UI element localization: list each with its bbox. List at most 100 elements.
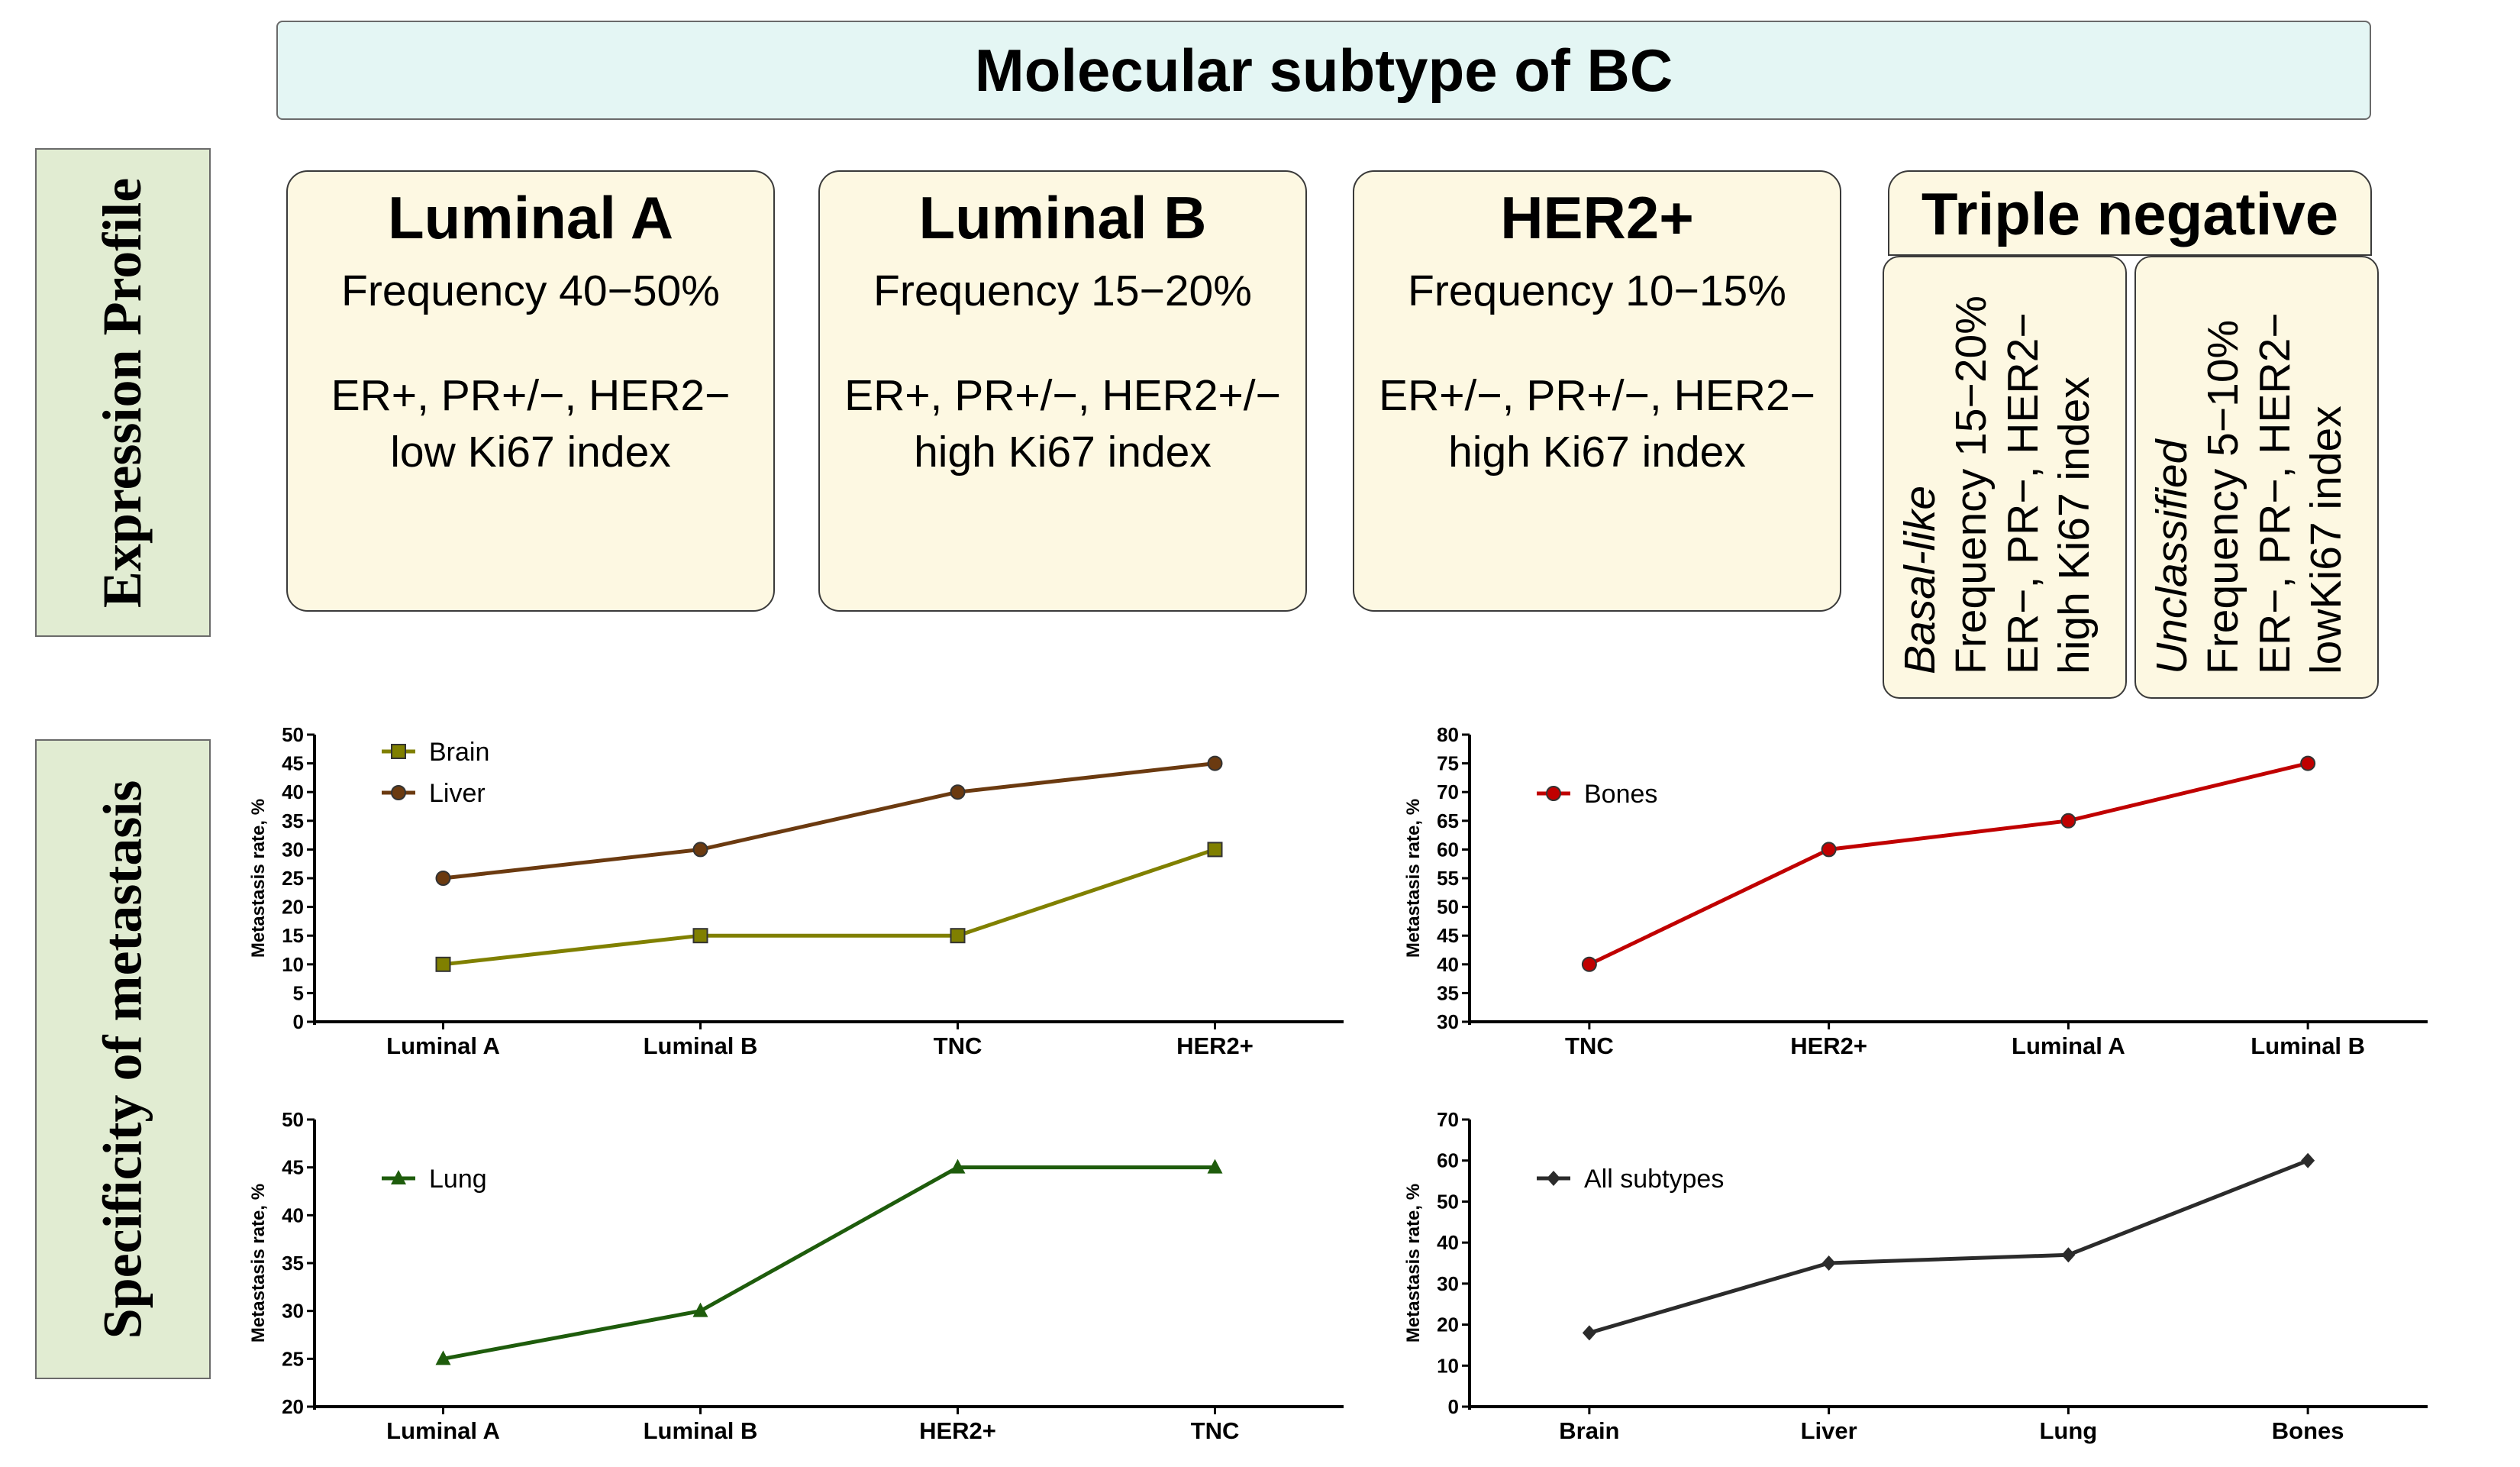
- y-tick-label: 30: [1437, 1272, 1459, 1295]
- y-tick-label: 40: [282, 1204, 304, 1226]
- subtype-name: Luminal A: [387, 184, 674, 251]
- x-tick-label: Luminal B: [644, 1032, 758, 1059]
- metastasis-specificity-label: Specificity of metastasis: [35, 739, 211, 1379]
- subtype-card-luminal-a: Luminal A Frequency 40−50% ER+, PR+/−, H…: [286, 170, 775, 612]
- data-point: [2301, 1152, 2315, 1168]
- legend-marker: [1546, 786, 1561, 801]
- y-tick-label: 45: [282, 752, 304, 775]
- subtype-name: HER2+: [1500, 184, 1694, 251]
- subtype-ki67: high Ki67 index: [914, 428, 1212, 477]
- data-point: [435, 871, 451, 886]
- series-line-liver: [443, 761, 1215, 881]
- y-tick-label: 70: [1437, 780, 1459, 803]
- legend-label: Bones: [1584, 780, 1657, 809]
- y-tick-label: 0: [1448, 1395, 1459, 1418]
- legend-label: Lung: [429, 1165, 487, 1194]
- y-tick-label: 40: [1437, 953, 1459, 976]
- series-line-bones: [1588, 761, 2309, 967]
- y-tick-label: 50: [282, 723, 304, 746]
- x-tick-label: Luminal B: [644, 1417, 758, 1444]
- x-tick-label: TNC: [1191, 1417, 1240, 1444]
- subtype-markers: ER+, PR+/−, HER2−: [331, 370, 731, 420]
- y-tick-label: 5: [293, 981, 304, 1004]
- data-point: [1821, 1255, 1836, 1271]
- y-axis-label: Metastasis rate, %: [248, 799, 269, 958]
- y-tick-label: 75: [1437, 752, 1459, 775]
- page-title: Molecular subtype of BC: [276, 21, 2371, 120]
- y-tick-label: 20: [282, 1395, 304, 1418]
- x-tick-label: TNC: [934, 1032, 983, 1059]
- legend-label: Liver: [429, 779, 486, 808]
- y-tick-label: 50: [1437, 896, 1459, 919]
- legend-marker: [391, 1170, 406, 1184]
- data-point: [1207, 1158, 1223, 1174]
- x-tick-label: HER2+: [1176, 1032, 1254, 1059]
- legend-label: All subtypes: [1584, 1165, 1724, 1194]
- data-point: [950, 1158, 966, 1174]
- y-tick-label: 45: [282, 1156, 304, 1179]
- legend-marker: [391, 744, 406, 759]
- data-point: [2061, 1247, 2076, 1263]
- y-tick-label: 35: [282, 809, 304, 832]
- y-tick-label: 30: [282, 838, 304, 861]
- series-line-brain: [443, 848, 1216, 967]
- x-tick-label: HER2+: [919, 1417, 996, 1444]
- data-point: [950, 784, 966, 800]
- triple-negative-title: Triple negative: [1888, 170, 2372, 256]
- y-tick-label: 60: [1437, 1149, 1459, 1172]
- subtype-markers: ER+/−, PR+/−, HER2−: [1379, 370, 1815, 420]
- x-tick-label: Luminal A: [2012, 1032, 2125, 1059]
- y-tick-label: 35: [1437, 981, 1459, 1004]
- expression-profile-label: Expression Profile: [35, 148, 211, 637]
- data-point: [692, 928, 708, 944]
- subtype-frequency: Frequency 15−20%: [873, 266, 1252, 315]
- data-point: [2300, 755, 2316, 771]
- x-tick-label: Luminal A: [386, 1032, 500, 1059]
- legend-marker: [1547, 1171, 1560, 1186]
- y-axis-label: Metastasis rate, %: [1403, 1184, 1424, 1343]
- y-axis-label: Metastasis rate, %: [1403, 799, 1424, 958]
- y-tick-label: 70: [1437, 1108, 1459, 1131]
- y-tick-label: 80: [1437, 723, 1459, 746]
- y-axis-label: Metastasis rate, %: [248, 1184, 269, 1343]
- y-tick-label: 45: [1437, 924, 1459, 947]
- data-point: [435, 956, 451, 972]
- subtype-markers: ER+, PR+/−, HER2+/−: [844, 370, 1281, 420]
- y-tick-label: 10: [282, 953, 304, 976]
- subtype-card-her2: HER2+ Frequency 10−15% ER+/−, PR+/−, HER…: [1353, 170, 1841, 612]
- y-tick-label: 40: [1437, 1231, 1459, 1254]
- y-tick-label: 50: [1437, 1190, 1459, 1213]
- subgroup-card-basal-like: Basal-like Frequency 15−20% ER−, PR−, HE…: [1883, 256, 2127, 699]
- subtype-ki67: high Ki67 index: [1448, 428, 1746, 477]
- y-tick-label: 60: [1437, 838, 1459, 861]
- data-point: [435, 1350, 451, 1365]
- subgroup-card-unclassified: Unclassified Frequency 5−10% ER−, PR−, H…: [2134, 256, 2379, 699]
- data-point: [1207, 842, 1223, 858]
- subtype-frequency: Frequency 10−15%: [1408, 266, 1786, 315]
- x-tick-label: Liver: [1801, 1417, 1857, 1444]
- legend-marker: [391, 785, 406, 800]
- y-tick-label: 55: [1437, 867, 1459, 890]
- data-point: [692, 842, 708, 858]
- y-tick-label: 15: [282, 924, 304, 947]
- y-tick-label: 65: [1437, 809, 1459, 832]
- y-tick-label: 35: [282, 1252, 304, 1275]
- legend-label: Brain: [429, 738, 489, 767]
- subtype-ki67: low Ki67 index: [390, 428, 671, 477]
- x-tick-label: Luminal B: [2251, 1032, 2365, 1059]
- series-line-lung: [443, 1165, 1215, 1361]
- x-tick-label: HER2+: [1790, 1032, 1867, 1059]
- y-tick-label: 30: [282, 1300, 304, 1323]
- y-tick-label: 25: [282, 867, 304, 890]
- data-point: [1207, 755, 1223, 771]
- x-tick-label: Lung: [2040, 1417, 2098, 1444]
- y-tick-label: 25: [282, 1347, 304, 1370]
- y-tick-label: 40: [282, 780, 304, 803]
- data-point: [1582, 1325, 1596, 1341]
- series-line-all-subtypes: [1589, 1158, 2309, 1335]
- x-tick-label: Brain: [1559, 1417, 1619, 1444]
